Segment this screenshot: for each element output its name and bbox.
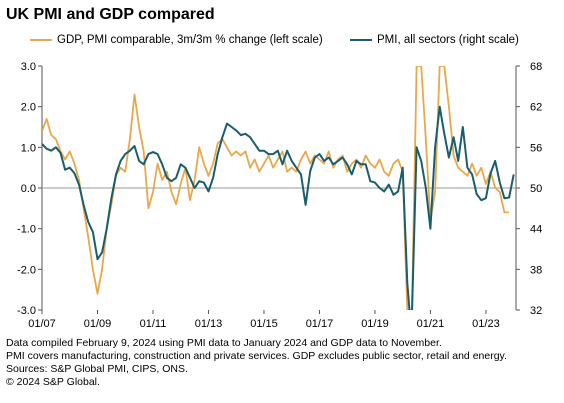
note-coverage: PMI covers manufacturing, construction a… <box>6 350 507 362</box>
x-tick-label: 01/21 <box>417 318 445 330</box>
series-line-pmi <box>42 105 515 310</box>
note-data-compiled: Data compiled February 9, 2024 using PMI… <box>6 337 442 349</box>
note-sources: Sources: S&P Global PMI, CIPS, ONS. <box>6 363 188 375</box>
left-tick-label: -1.0 <box>17 224 36 236</box>
legend-label-pmi: PMI, all sectors (right scale) <box>377 34 519 46</box>
left-tick-label: 3.0 <box>21 61 36 73</box>
chart-title: UK PMI and GDP compared <box>6 6 215 23</box>
series-line-gdp <box>42 66 510 310</box>
left-tick-label: 0.0 <box>21 183 36 195</box>
left-tick-label: -2.0 <box>17 264 36 276</box>
x-tick-label: 01/17 <box>306 318 334 330</box>
x-tick-label: 01/19 <box>361 318 389 330</box>
legend-item-pmi: PMI, all sectors (right scale) <box>350 34 519 46</box>
legend-swatch-pmi <box>350 39 372 41</box>
left-tick-label: 2.0 <box>21 102 36 114</box>
x-tick-label: 01/09 <box>84 318 112 330</box>
right-tick-label: 68 <box>530 61 542 73</box>
x-tick-label: 01/23 <box>472 318 500 330</box>
right-tick-label: 32 <box>530 305 542 317</box>
legend-swatch-gdp <box>30 39 52 41</box>
right-tick-label: 50 <box>530 183 542 195</box>
note-copyright: © 2024 S&P Global. <box>6 376 100 388</box>
legend-item-gdp: GDP, PMI comparable, 3m/3m % change (lef… <box>30 34 323 46</box>
right-tick-label: 62 <box>530 102 542 114</box>
chart-notes: Data compiled February 9, 2024 using PMI… <box>6 337 558 389</box>
x-tick-label: 01/15 <box>250 318 278 330</box>
right-tick-label: 56 <box>530 142 542 154</box>
chart-legend: GDP, PMI comparable, 3m/3m % change (lef… <box>0 34 564 52</box>
left-tick-label: -3.0 <box>17 305 36 317</box>
legend-label-gdp: GDP, PMI comparable, 3m/3m % change (lef… <box>57 34 323 46</box>
x-tick-label: 01/07 <box>28 318 56 330</box>
x-tick-label: 01/11 <box>140 318 167 330</box>
right-tick-label: 38 <box>530 264 542 276</box>
x-tick-label: 01/13 <box>195 318 223 330</box>
left-tick-label: 1.0 <box>21 142 36 154</box>
right-tick-label: 44 <box>530 224 542 236</box>
